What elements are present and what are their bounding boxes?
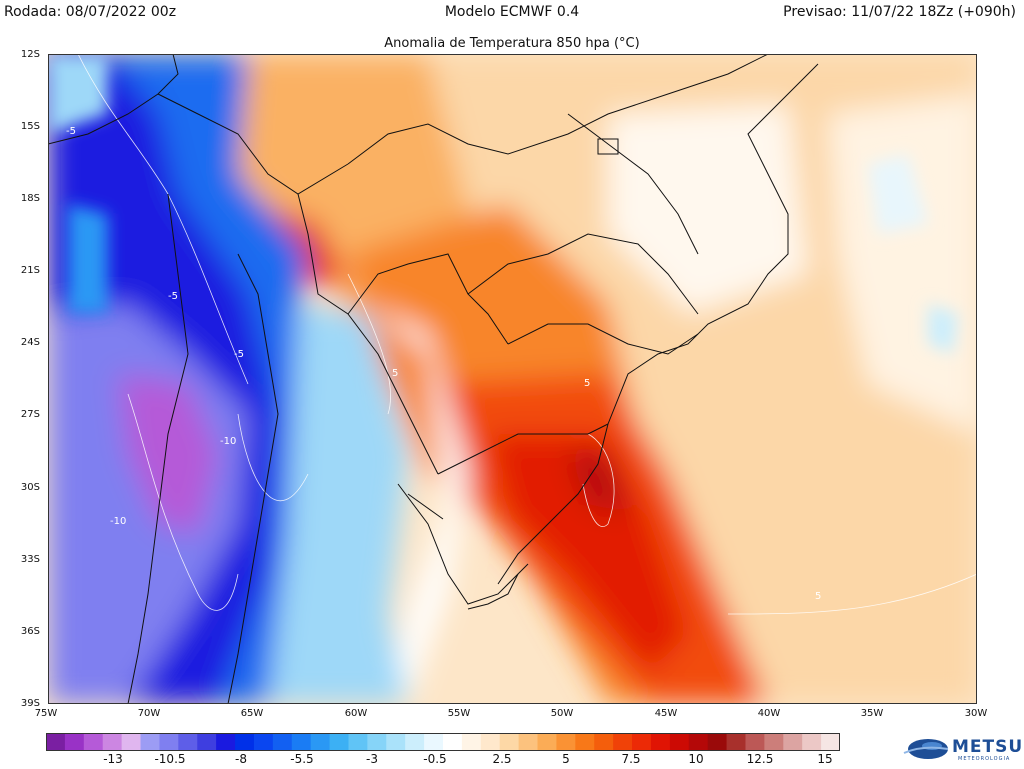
color-scale-cell	[499, 733, 520, 751]
logo-tagline: METEOROLOGIA	[958, 756, 1011, 762]
color-scale-cell	[64, 733, 85, 751]
lon-label: 35W	[860, 708, 884, 719]
color-scale-cell	[821, 733, 840, 751]
contour-label: 5	[392, 368, 398, 379]
lat-label: 15S	[20, 121, 40, 132]
color-scale-label: -13	[103, 752, 123, 766]
map-title: Anomalia de Temperatura 850 hpa (°C)	[384, 36, 640, 51]
temperature-anomaly-map: -5 -5 -5 -10 -10 5 5 5	[48, 54, 977, 704]
color-scale-cell	[650, 733, 671, 751]
color-scale-cell	[405, 733, 425, 751]
color-scale-cell	[745, 733, 765, 751]
lat-label: 27S	[20, 409, 40, 420]
anomaly-field	[48, 54, 977, 704]
color-scale-cell	[575, 733, 595, 751]
color-scale-cell	[140, 733, 160, 751]
lon-label: 60W	[344, 708, 368, 719]
lon-label: 30W	[964, 708, 988, 719]
contour-label: -5	[168, 291, 178, 302]
forecast-time-label: Previsao: 11/07/22 18Zz (+090h)	[783, 4, 1016, 20]
globe-icon	[903, 739, 949, 759]
color-scale-cell	[235, 733, 255, 751]
metsul-logo: METSUL METEOROLOGIA	[902, 733, 1024, 765]
color-scale-cell	[272, 733, 293, 751]
lon-label: 50W	[550, 708, 574, 719]
color-scale-cell	[424, 733, 444, 751]
color-scale-cell	[253, 733, 274, 751]
lat-label: 21S	[20, 265, 40, 276]
color-scale-label: 15	[817, 752, 833, 766]
contour-label: -10	[110, 516, 126, 527]
color-scale-cell	[688, 733, 709, 751]
color-scale-cell	[707, 733, 728, 751]
color-scale-cell	[632, 733, 652, 751]
color-scale-label: 7.5	[621, 752, 641, 766]
political-boundaries	[48, 54, 819, 704]
color-scale-cell	[783, 733, 803, 751]
contour-label: 5	[815, 591, 821, 602]
color-scale-cell	[159, 733, 179, 751]
run-date-label: Rodada: 08/07/2022 00z	[4, 4, 177, 20]
color-scale-cell	[348, 733, 368, 751]
color-scale-cell	[216, 733, 236, 751]
map-frame	[48, 54, 977, 704]
lon-label: 70W	[137, 708, 161, 719]
color-scale-cell	[46, 733, 66, 751]
lon-label: 75W	[34, 708, 58, 719]
color-scale-label: 2.5	[492, 752, 512, 766]
color-scale-cell	[594, 733, 614, 751]
color-scale-cell	[443, 733, 463, 751]
color-scale-cell	[537, 733, 557, 751]
lat-label: 39S	[20, 698, 40, 709]
lat-label: 36S	[20, 626, 40, 637]
color-scale-label: -8	[235, 752, 247, 766]
color-scale-bar	[46, 733, 840, 751]
color-scale-label: 10	[688, 752, 704, 766]
color-scale-cell	[764, 733, 784, 751]
color-scale-cell	[480, 733, 501, 751]
contour-label: -10	[220, 436, 236, 447]
contour-label: -5	[234, 349, 244, 360]
color-scale-cell	[178, 733, 198, 751]
color-scale-cell	[613, 733, 633, 751]
color-scale-cell	[291, 733, 312, 751]
logo-wordmark: METSUL	[952, 737, 1024, 757]
color-scale-cell	[83, 733, 104, 751]
contour-label: -5	[66, 126, 76, 137]
lon-label: 45W	[654, 708, 678, 719]
color-scale-cell	[802, 733, 822, 751]
lat-label: 24S	[20, 337, 40, 348]
color-scale-label: -5.5	[290, 752, 314, 766]
lon-label: 55W	[447, 708, 471, 719]
lat-label: 18S	[20, 193, 40, 204]
color-scale-cell	[310, 733, 331, 751]
contour-value-labels: -5 -5 -5 -10 -10 5 5 5	[66, 126, 821, 602]
color-scale-cell	[102, 733, 123, 751]
color-scale-cells	[46, 733, 840, 751]
color-scale-label: -10.5	[154, 752, 186, 766]
lat-label: 12S	[20, 49, 40, 60]
color-scale-cell	[386, 733, 406, 751]
color-scale-label: -0.5	[423, 752, 447, 766]
color-scale-frame	[46, 733, 840, 751]
color-scale-cell	[726, 733, 746, 751]
lat-label: 33S	[20, 554, 40, 565]
color-scale-cell	[556, 733, 576, 751]
color-scale-label: -3	[366, 752, 378, 766]
lon-label: 40W	[757, 708, 781, 719]
color-scale-cell	[518, 733, 539, 751]
lon-label: 65W	[240, 708, 264, 719]
color-scale-cell	[669, 733, 690, 751]
lat-label: 30S	[20, 482, 40, 493]
color-scale-cell	[367, 733, 387, 751]
color-scale-cell	[197, 733, 217, 751]
color-scale-cell	[329, 733, 349, 751]
color-scale-label: 12.5	[746, 752, 774, 766]
color-scale-cell	[121, 733, 142, 751]
color-scale-label: 5	[562, 752, 570, 766]
contour-label: 5	[584, 378, 590, 389]
model-label: Modelo ECMWF 0.4	[444, 4, 580, 20]
color-scale-cell	[461, 733, 482, 751]
